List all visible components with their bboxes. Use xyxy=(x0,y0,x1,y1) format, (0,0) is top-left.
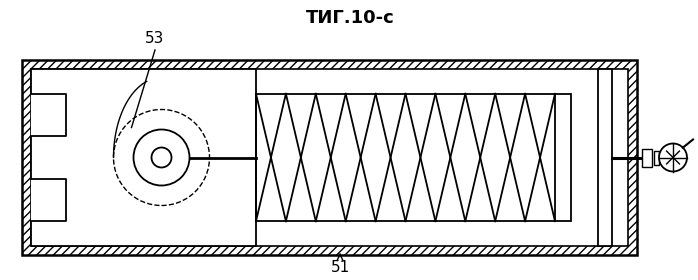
Circle shape xyxy=(133,129,189,186)
Text: 53: 53 xyxy=(145,31,165,46)
Circle shape xyxy=(659,144,687,171)
Bar xyxy=(598,69,612,246)
Text: 51: 51 xyxy=(330,260,350,274)
Bar xyxy=(31,69,628,246)
Bar xyxy=(642,148,652,167)
Text: ΤИГ.10-c: ΤИГ.10-c xyxy=(306,9,394,27)
Bar xyxy=(31,69,256,246)
Circle shape xyxy=(151,148,172,167)
Bar xyxy=(22,60,637,255)
Bar xyxy=(31,69,628,246)
Bar xyxy=(555,94,571,221)
Bar xyxy=(654,151,659,165)
